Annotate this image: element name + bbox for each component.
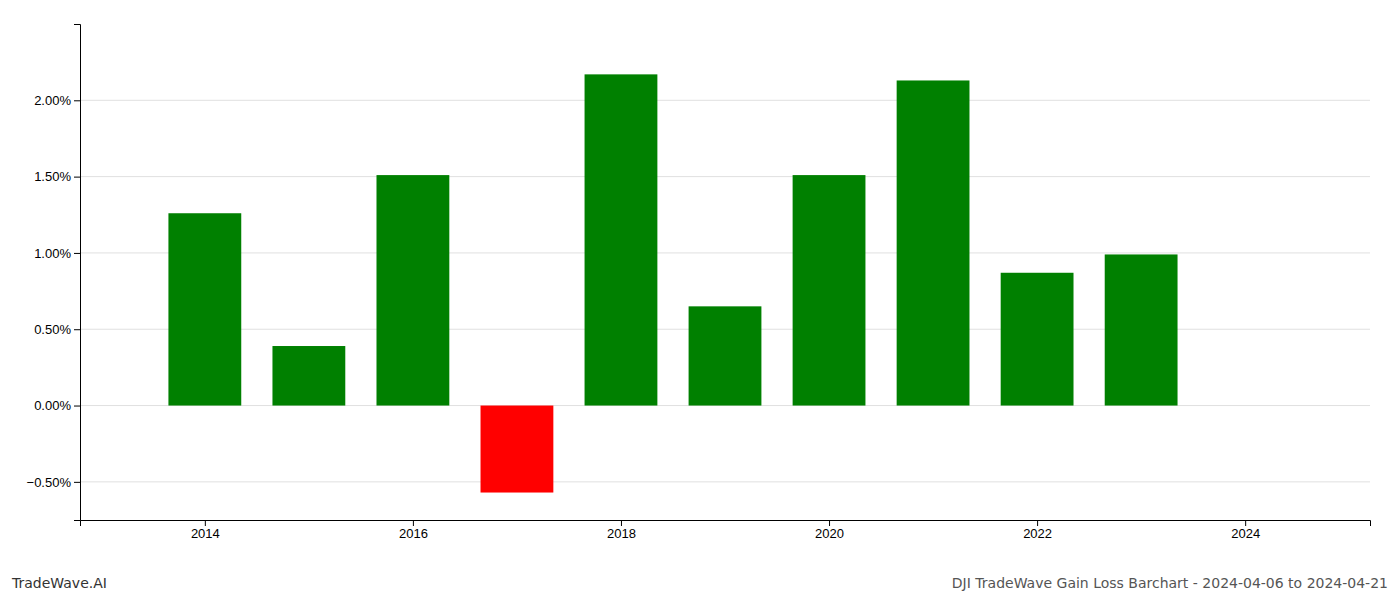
y-tick-label: 0.50% xyxy=(34,322,71,337)
y-tick-label: 1.00% xyxy=(34,246,71,261)
y-tick: 1.00% xyxy=(34,246,80,261)
x-tick-mark xyxy=(829,520,830,526)
x-tick: 2020 xyxy=(815,520,844,541)
x-tick-label: 2020 xyxy=(815,526,844,541)
y-tick-label: 0.00% xyxy=(34,398,71,413)
x-tick: 2022 xyxy=(1023,520,1052,541)
y-tick-mark xyxy=(74,482,80,483)
bar xyxy=(481,406,554,493)
y-tick-mark xyxy=(74,406,80,407)
bar xyxy=(793,175,866,405)
bars xyxy=(168,74,1177,492)
grid-line xyxy=(80,100,1370,101)
y-tick-mark xyxy=(74,177,80,178)
bar xyxy=(1105,254,1178,405)
x-tick-label: 2016 xyxy=(399,526,428,541)
bar xyxy=(376,175,449,405)
y-tick: 0.50% xyxy=(34,322,80,337)
bar xyxy=(897,80,970,405)
watermark: TradeWave.AI xyxy=(11,575,107,591)
x-tick-label: 2022 xyxy=(1023,526,1052,541)
x-tick: 2014 xyxy=(191,520,220,541)
grid-line xyxy=(80,481,1370,482)
y-axis-line xyxy=(74,25,81,521)
grid xyxy=(80,100,1370,482)
x-tick-label: 2018 xyxy=(607,526,636,541)
x-tick: 2024 xyxy=(1231,520,1260,541)
y-tick-label: −0.50% xyxy=(27,475,72,490)
y-tick: 2.00% xyxy=(34,93,80,108)
x-tick: 2018 xyxy=(607,520,636,541)
bar xyxy=(1001,273,1074,406)
y-tick-mark xyxy=(74,100,80,101)
x-axis: 2014 2016 2018 2020 2022 2024 xyxy=(81,520,1371,541)
y-tick: 1.50% xyxy=(34,169,80,184)
bar xyxy=(689,306,762,405)
chart: 2014 2016 2018 2020 2022 2024 −0.50% 0.00% 0.50%… xyxy=(0,0,1400,600)
y-axis: −0.50% 0.00% 0.50% 1.00% 1.50% 2.00% xyxy=(27,25,81,521)
x-tick-mark xyxy=(205,520,206,526)
y-tick: −0.50% xyxy=(27,475,80,490)
grid-line xyxy=(80,252,1370,253)
y-tick-label: 1.50% xyxy=(34,169,71,184)
bar xyxy=(585,74,658,405)
x-axis-line xyxy=(81,521,1371,527)
x-tick: 2016 xyxy=(399,520,428,541)
x-tick-mark xyxy=(621,520,622,526)
title: DJI TradeWave Gain Loss Barchart - 2024-… xyxy=(952,575,1388,591)
x-tick-label: 2014 xyxy=(191,526,220,541)
grid-line xyxy=(80,176,1370,177)
y-tick-mark xyxy=(74,253,80,254)
y-tick: 0.00% xyxy=(34,398,80,413)
bar xyxy=(168,213,241,405)
y-tick-mark xyxy=(74,329,80,330)
x-tick-mark xyxy=(1245,520,1246,526)
bar xyxy=(272,346,345,406)
x-tick-mark xyxy=(413,520,414,526)
x-tick-mark xyxy=(1037,520,1038,526)
x-tick-label: 2024 xyxy=(1231,526,1260,541)
y-tick-label: 2.00% xyxy=(34,93,71,108)
